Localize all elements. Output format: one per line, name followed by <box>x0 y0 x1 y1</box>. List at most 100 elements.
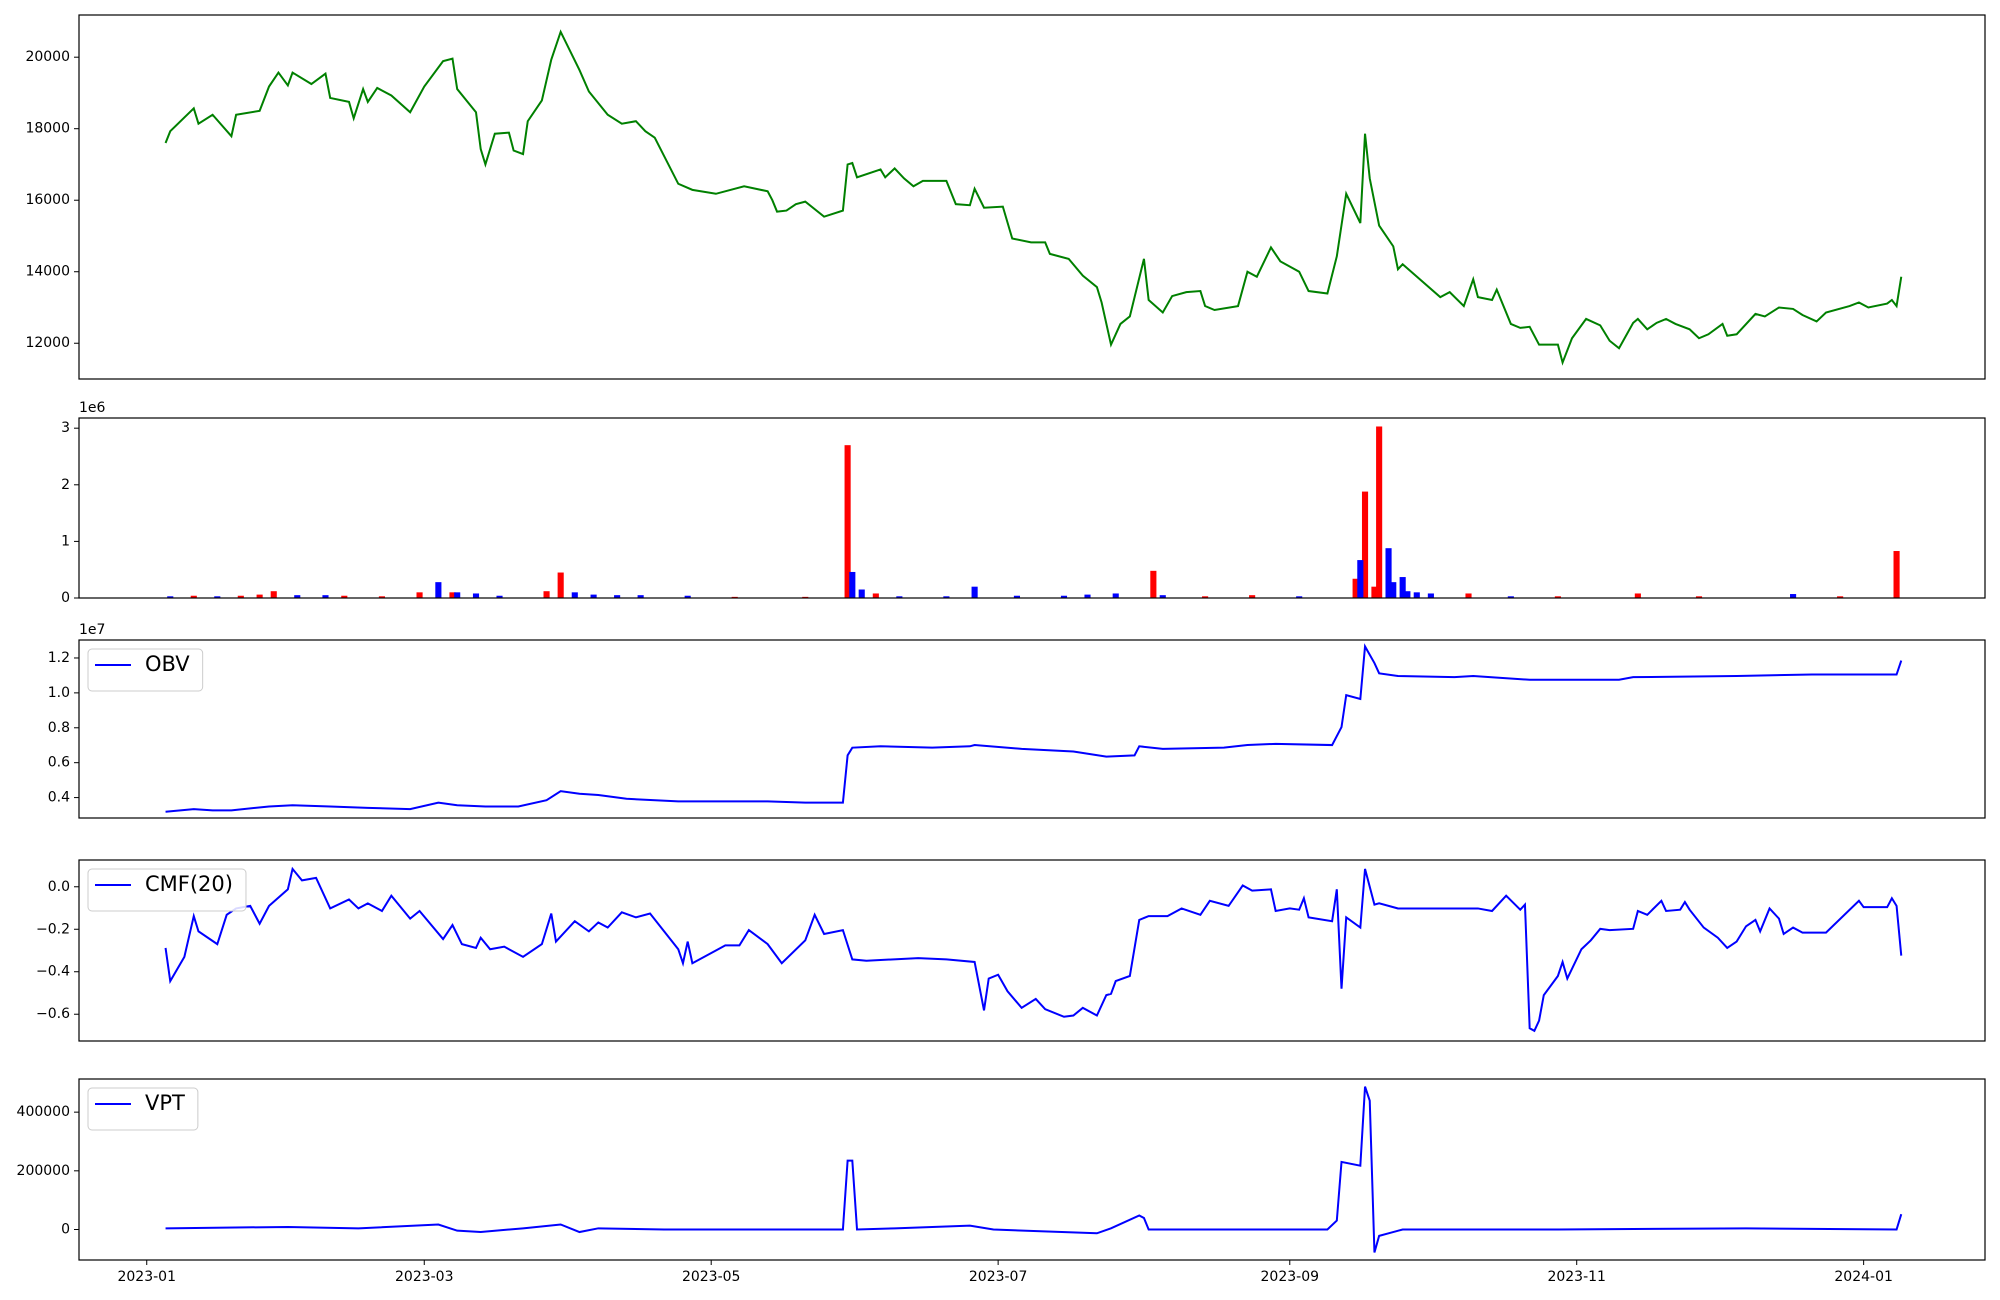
plot-area <box>165 1086 1903 1253</box>
volume-bar <box>1427 593 1434 598</box>
y-tick-label: 3 <box>61 420 70 436</box>
series-line <box>164 866 1903 1033</box>
volume-bar <box>1404 591 1411 598</box>
volume-bar <box>590 594 597 598</box>
x-tick-label: 2023-07 <box>969 1269 1028 1285</box>
volume-bar <box>454 592 461 598</box>
offset-text: 1e6 <box>79 400 106 416</box>
series-line <box>165 643 1903 813</box>
volume-bar <box>256 594 263 598</box>
axes-frame <box>78 14 1986 380</box>
volume-bar <box>1060 595 1068 598</box>
y-tick-label: 0 <box>61 1221 70 1237</box>
volume-bar <box>1695 596 1703 598</box>
y-tick-label: 12000 <box>25 335 70 351</box>
y-tick-label: 0.6 <box>48 755 70 771</box>
axes-frame <box>78 859 1986 1042</box>
volume-bar <box>1371 586 1378 598</box>
volume-bar <box>1159 595 1166 598</box>
volume-bar <box>449 592 456 598</box>
volume-bar <box>1893 551 1900 598</box>
volume-bar <box>1507 596 1514 598</box>
volume-bar <box>237 595 244 598</box>
plot-area <box>164 29 1903 366</box>
legend-box <box>87 1087 199 1131</box>
x-tick-label: 2023-05 <box>682 1269 741 1285</box>
x-tick-label: 2023-11 <box>1547 1269 1606 1285</box>
series-line <box>164 29 1903 366</box>
legend-label: CMF(20) <box>145 872 233 896</box>
volume-bar <box>1357 560 1364 598</box>
volume-bar <box>1361 491 1369 598</box>
y-tick-label: 0 <box>61 590 70 606</box>
volume-bar <box>214 596 221 598</box>
volume-bar <box>1112 593 1119 598</box>
y-tick-label: −0.2 <box>36 921 70 937</box>
volume-bar <box>543 591 550 598</box>
volume-bar <box>294 595 301 598</box>
volume-bar <box>322 595 329 598</box>
volume-bar <box>557 572 564 598</box>
axes-frame <box>78 417 1986 599</box>
volume-bar <box>571 592 578 598</box>
panel: 12000 14000 16000 18000 20000 <box>25 14 1986 380</box>
plot-area <box>164 866 1903 1033</box>
volume-bar <box>684 595 691 598</box>
volume-bar <box>1013 595 1021 598</box>
volume-bar <box>1413 592 1420 598</box>
axes-frame <box>78 1078 1986 1261</box>
volume-bar <box>614 595 621 598</box>
y-tick-label: 1.0 <box>48 685 70 701</box>
volume-bar <box>472 593 480 598</box>
volume-bar <box>1249 595 1256 598</box>
volume-bar <box>190 595 197 598</box>
legend-label: OBV <box>145 652 190 676</box>
x-tick-label: 2023-09 <box>1261 1269 1320 1285</box>
volume-bar <box>1084 594 1091 598</box>
volume-bar <box>849 571 856 598</box>
volume-bar <box>1296 596 1303 598</box>
volume-bar <box>943 596 950 598</box>
legend: VPT <box>87 1087 199 1131</box>
volume-bar <box>1390 582 1397 598</box>
volume-bar <box>1837 596 1844 598</box>
x-tick-label: 2023-01 <box>117 1269 176 1285</box>
volume-bar <box>167 596 174 598</box>
x-tick-label: 2023-03 <box>395 1269 454 1285</box>
y-tick-label: 1.2 <box>48 650 70 666</box>
volume-bar <box>1202 596 1209 598</box>
volume-bar <box>1634 593 1641 598</box>
y-tick-label: 14000 <box>25 264 70 280</box>
volume-bar <box>896 596 903 598</box>
legend: CMF(20) <box>87 868 247 912</box>
volume-bar <box>1352 578 1359 598</box>
volume-bar <box>872 593 879 598</box>
y-tick-label: −0.4 <box>36 964 70 980</box>
y-tick-label: 16000 <box>25 192 70 208</box>
volume-bar <box>844 445 851 598</box>
y-tick-label: 0.8 <box>48 720 70 736</box>
x-tick-label: 2024-01 <box>1834 1269 1893 1285</box>
volume-bar <box>1790 594 1797 598</box>
plot-area <box>165 643 1903 813</box>
panel: 0 200000 400000 2023-01 2023-03 2023-05 2023-0… <box>17 1078 1986 1285</box>
plot-area <box>167 426 1900 598</box>
y-tick-label: 400000 <box>17 1104 70 1120</box>
y-tick-label: −0.6 <box>36 1006 70 1022</box>
volume-bar <box>416 592 423 598</box>
series-line <box>165 1086 1903 1253</box>
volume-bar <box>1465 593 1472 598</box>
volume-bar <box>1150 570 1157 598</box>
legend-label: VPT <box>145 1091 185 1115</box>
panel: 0 1 2 3 1e6 <box>61 400 1986 606</box>
offset-text: 1e7 <box>79 622 105 638</box>
volume-bar <box>858 589 865 598</box>
volume-bar <box>496 595 503 598</box>
axes-frame <box>78 639 1986 819</box>
legend-box <box>87 648 204 692</box>
volume-bar <box>435 582 442 598</box>
y-tick-label: 0.4 <box>48 790 70 806</box>
volume-bar <box>971 586 978 598</box>
